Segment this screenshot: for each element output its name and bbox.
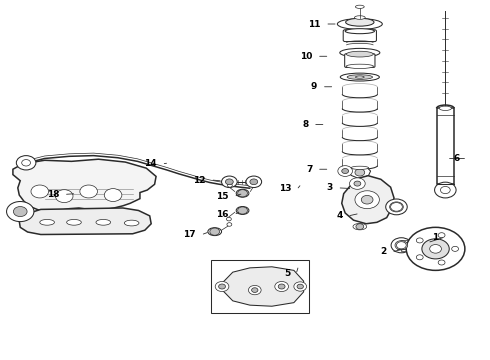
Text: 17: 17 — [184, 230, 196, 239]
Polygon shape — [220, 267, 304, 306]
Circle shape — [278, 284, 285, 289]
Circle shape — [406, 227, 465, 270]
Circle shape — [422, 239, 449, 259]
Ellipse shape — [340, 73, 379, 81]
Ellipse shape — [124, 220, 139, 226]
Text: 3: 3 — [327, 183, 333, 192]
Circle shape — [294, 282, 307, 291]
Text: 1: 1 — [432, 233, 438, 242]
Polygon shape — [13, 159, 156, 212]
Circle shape — [225, 179, 233, 185]
Ellipse shape — [40, 220, 54, 225]
Text: 15: 15 — [217, 192, 229, 201]
Ellipse shape — [236, 189, 249, 197]
Ellipse shape — [355, 76, 364, 78]
Circle shape — [452, 246, 459, 251]
Circle shape — [221, 176, 237, 188]
Text: 2: 2 — [380, 247, 387, 256]
Circle shape — [355, 191, 379, 209]
Ellipse shape — [345, 29, 374, 34]
Circle shape — [13, 207, 27, 217]
Text: 9: 9 — [311, 82, 318, 91]
Circle shape — [248, 285, 261, 295]
Circle shape — [6, 202, 34, 222]
Circle shape — [250, 179, 258, 185]
Text: 14: 14 — [145, 159, 157, 168]
Ellipse shape — [236, 207, 249, 215]
Circle shape — [104, 189, 122, 202]
Text: 12: 12 — [194, 176, 206, 185]
Circle shape — [22, 159, 30, 166]
Ellipse shape — [390, 202, 403, 212]
Circle shape — [416, 238, 423, 243]
Circle shape — [251, 288, 258, 292]
Circle shape — [355, 169, 365, 176]
Text: 16: 16 — [217, 210, 229, 219]
Ellipse shape — [208, 228, 221, 235]
Polygon shape — [342, 176, 394, 224]
Ellipse shape — [226, 217, 231, 221]
Bar — [437, 108, 454, 184]
FancyBboxPatch shape — [343, 30, 376, 41]
Text: 7: 7 — [306, 165, 313, 174]
Text: 10: 10 — [300, 52, 313, 61]
Ellipse shape — [337, 19, 382, 30]
Text: 8: 8 — [302, 120, 309, 129]
Circle shape — [438, 260, 445, 265]
Circle shape — [16, 156, 36, 170]
Circle shape — [246, 176, 262, 188]
Circle shape — [349, 178, 365, 189]
Ellipse shape — [227, 184, 232, 187]
Ellipse shape — [340, 48, 380, 57]
Ellipse shape — [67, 220, 81, 225]
Ellipse shape — [354, 16, 365, 19]
Ellipse shape — [351, 166, 368, 170]
Circle shape — [435, 182, 456, 198]
Ellipse shape — [391, 238, 412, 253]
Circle shape — [416, 255, 423, 260]
Circle shape — [275, 282, 289, 292]
Circle shape — [342, 168, 348, 174]
Circle shape — [55, 190, 73, 203]
Ellipse shape — [96, 220, 111, 225]
Ellipse shape — [346, 51, 373, 57]
Ellipse shape — [395, 240, 408, 250]
Ellipse shape — [439, 106, 451, 111]
Text: 5: 5 — [284, 269, 291, 278]
Text: 18: 18 — [47, 190, 59, 199]
Circle shape — [238, 190, 247, 197]
FancyBboxPatch shape — [344, 54, 375, 67]
Circle shape — [31, 185, 49, 198]
Circle shape — [441, 186, 450, 194]
Circle shape — [391, 203, 402, 211]
Bar — [401, 239, 414, 251]
Circle shape — [219, 284, 225, 289]
Polygon shape — [19, 208, 151, 234]
Ellipse shape — [353, 224, 367, 230]
Circle shape — [361, 195, 373, 204]
Ellipse shape — [345, 18, 374, 26]
Circle shape — [297, 284, 303, 289]
Ellipse shape — [227, 223, 232, 226]
Circle shape — [80, 185, 98, 198]
Circle shape — [238, 207, 247, 214]
Ellipse shape — [346, 64, 373, 68]
Text: 11: 11 — [308, 19, 321, 28]
Polygon shape — [349, 168, 370, 179]
Text: 6: 6 — [454, 154, 460, 163]
Text: 4: 4 — [336, 211, 343, 220]
Circle shape — [338, 166, 352, 176]
Circle shape — [354, 181, 361, 186]
Circle shape — [215, 282, 229, 292]
Ellipse shape — [347, 75, 372, 80]
Circle shape — [438, 233, 445, 238]
Bar — [211, 260, 309, 314]
Circle shape — [430, 244, 441, 253]
Circle shape — [356, 224, 364, 229]
Ellipse shape — [355, 5, 364, 8]
Circle shape — [396, 242, 406, 249]
Text: 13: 13 — [279, 184, 292, 193]
Circle shape — [210, 228, 220, 235]
Ellipse shape — [386, 199, 407, 215]
